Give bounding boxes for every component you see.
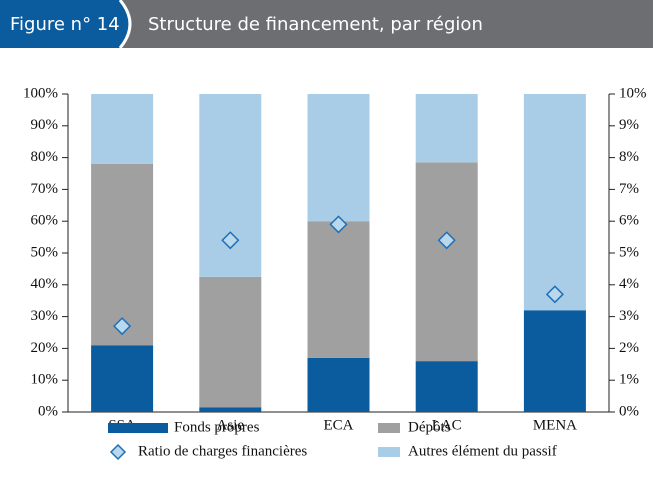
- y2-tick-label: 8%: [619, 149, 639, 165]
- marker: [437, 231, 456, 250]
- y2-tick-label: 0%: [619, 403, 639, 419]
- y-tick-label: 20%: [31, 340, 59, 356]
- bar-segment: [307, 221, 370, 358]
- bar-segment: [91, 94, 154, 164]
- bar-segment: [199, 94, 262, 277]
- bar-segment: [199, 276, 262, 408]
- chart-title: Structure de financement, par région: [148, 14, 483, 35]
- legend-marker: [109, 443, 127, 461]
- y2-tick-label: 9%: [619, 117, 639, 133]
- figure-label: Figure n° 14: [10, 14, 120, 35]
- marker: [545, 285, 564, 304]
- figure-tab: [0, 0, 130, 48]
- y2-tick-label: 4%: [619, 276, 639, 292]
- legend-swatch: [108, 423, 168, 433]
- bar-segment: [91, 163, 154, 346]
- legend-label: Autres élément du passif: [408, 443, 557, 459]
- bar-segment: [523, 94, 586, 311]
- y-tick-label: 100%: [23, 85, 58, 101]
- legend-label: Dépôts: [408, 419, 451, 435]
- y2-tick-label: 1%: [619, 372, 639, 388]
- y2-tick-label: 5%: [619, 244, 639, 260]
- y-tick-label: 90%: [31, 117, 59, 133]
- y2-tick-label: 3%: [619, 308, 639, 324]
- y-tick-label: 10%: [31, 372, 59, 388]
- y-tick-label: 60%: [31, 213, 59, 229]
- y2-tick-label: 10%: [619, 85, 647, 101]
- bar-segment: [415, 162, 478, 362]
- y2-tick-label: 2%: [619, 340, 639, 356]
- legend-swatch: [378, 447, 400, 457]
- bar-segment: [415, 361, 478, 412]
- y-tick-label: 30%: [31, 308, 59, 324]
- y-tick-label: 40%: [31, 276, 59, 292]
- x-tick-label: Asie: [217, 417, 245, 433]
- x-tick-label: MENA: [533, 417, 577, 433]
- y-tick-label: 70%: [31, 181, 59, 197]
- marker: [329, 215, 348, 234]
- bar-segment: [199, 407, 262, 412]
- bar-segment: [307, 94, 370, 222]
- y2-tick-label: 7%: [619, 181, 639, 197]
- x-tick-label: LAC: [432, 417, 462, 433]
- bar-segment: [91, 345, 154, 412]
- legend-swatch: [378, 423, 400, 433]
- y-tick-label: 50%: [31, 244, 59, 260]
- y-tick-label: 0%: [38, 403, 58, 419]
- bar-segment: [523, 310, 586, 412]
- marker: [113, 317, 132, 336]
- bar-segment: [307, 357, 370, 412]
- marker: [221, 231, 240, 250]
- tab-edge: [118, 0, 132, 49]
- y2-tick-label: 6%: [619, 213, 639, 229]
- x-tick-label: ECA: [324, 417, 354, 433]
- legend-label: Fonds propres: [174, 419, 260, 435]
- y-tick-label: 80%: [31, 149, 59, 165]
- bar-segment: [415, 94, 478, 163]
- legend-label: Ratio de charges financières: [138, 443, 307, 459]
